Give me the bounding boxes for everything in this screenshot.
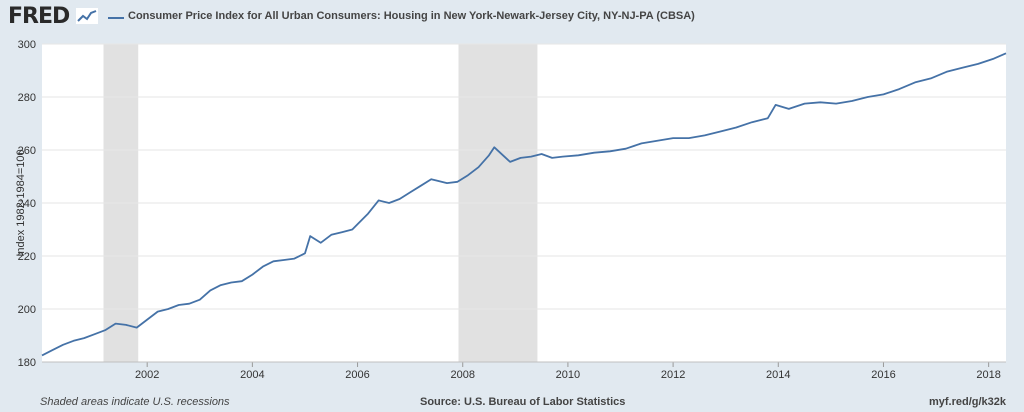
- y-tick-label-300: 300: [18, 39, 36, 51]
- x-tick-label-2006: 2006: [345, 369, 369, 381]
- y-tick-label-260: 260: [18, 145, 36, 157]
- y-tick-label-280: 280: [18, 92, 36, 104]
- short-url-link[interactable]: myf.red/g/k32k: [928, 396, 1006, 408]
- x-tick-label-2018: 2018: [976, 369, 1000, 381]
- x-tick-label-2008: 2008: [450, 369, 474, 381]
- y-tick-label-200: 200: [18, 304, 36, 316]
- x-tick-label-2004: 2004: [240, 369, 264, 381]
- source-note[interactable]: Source: U.S. Bureau of Labor Statistics: [420, 396, 626, 408]
- x-tick-label-2002: 2002: [135, 369, 159, 381]
- recession-note: Shaded areas indicate U.S. recessions: [40, 396, 230, 408]
- chart-header: FRED Consumer Price Index for All Urban …: [0, 0, 1024, 34]
- legend-series-swatch: [108, 17, 124, 19]
- fred-logo-chart-icon: [76, 8, 98, 24]
- y-tick-label-180: 180: [18, 357, 36, 369]
- y-tick-label-240: 240: [18, 198, 36, 210]
- fred-logo[interactable]: FRED: [8, 4, 70, 29]
- x-tick-label-2010: 2010: [556, 369, 580, 381]
- legend-series-title[interactable]: Consumer Price Index for All Urban Consu…: [128, 10, 695, 22]
- x-tick-label-2012: 2012: [661, 369, 685, 381]
- series-line-1: [41, 52, 1007, 357]
- x-tick-label-2014: 2014: [766, 369, 790, 381]
- x-tick-label-2016: 2016: [871, 369, 895, 381]
- y-tick-label-220: 220: [18, 251, 36, 263]
